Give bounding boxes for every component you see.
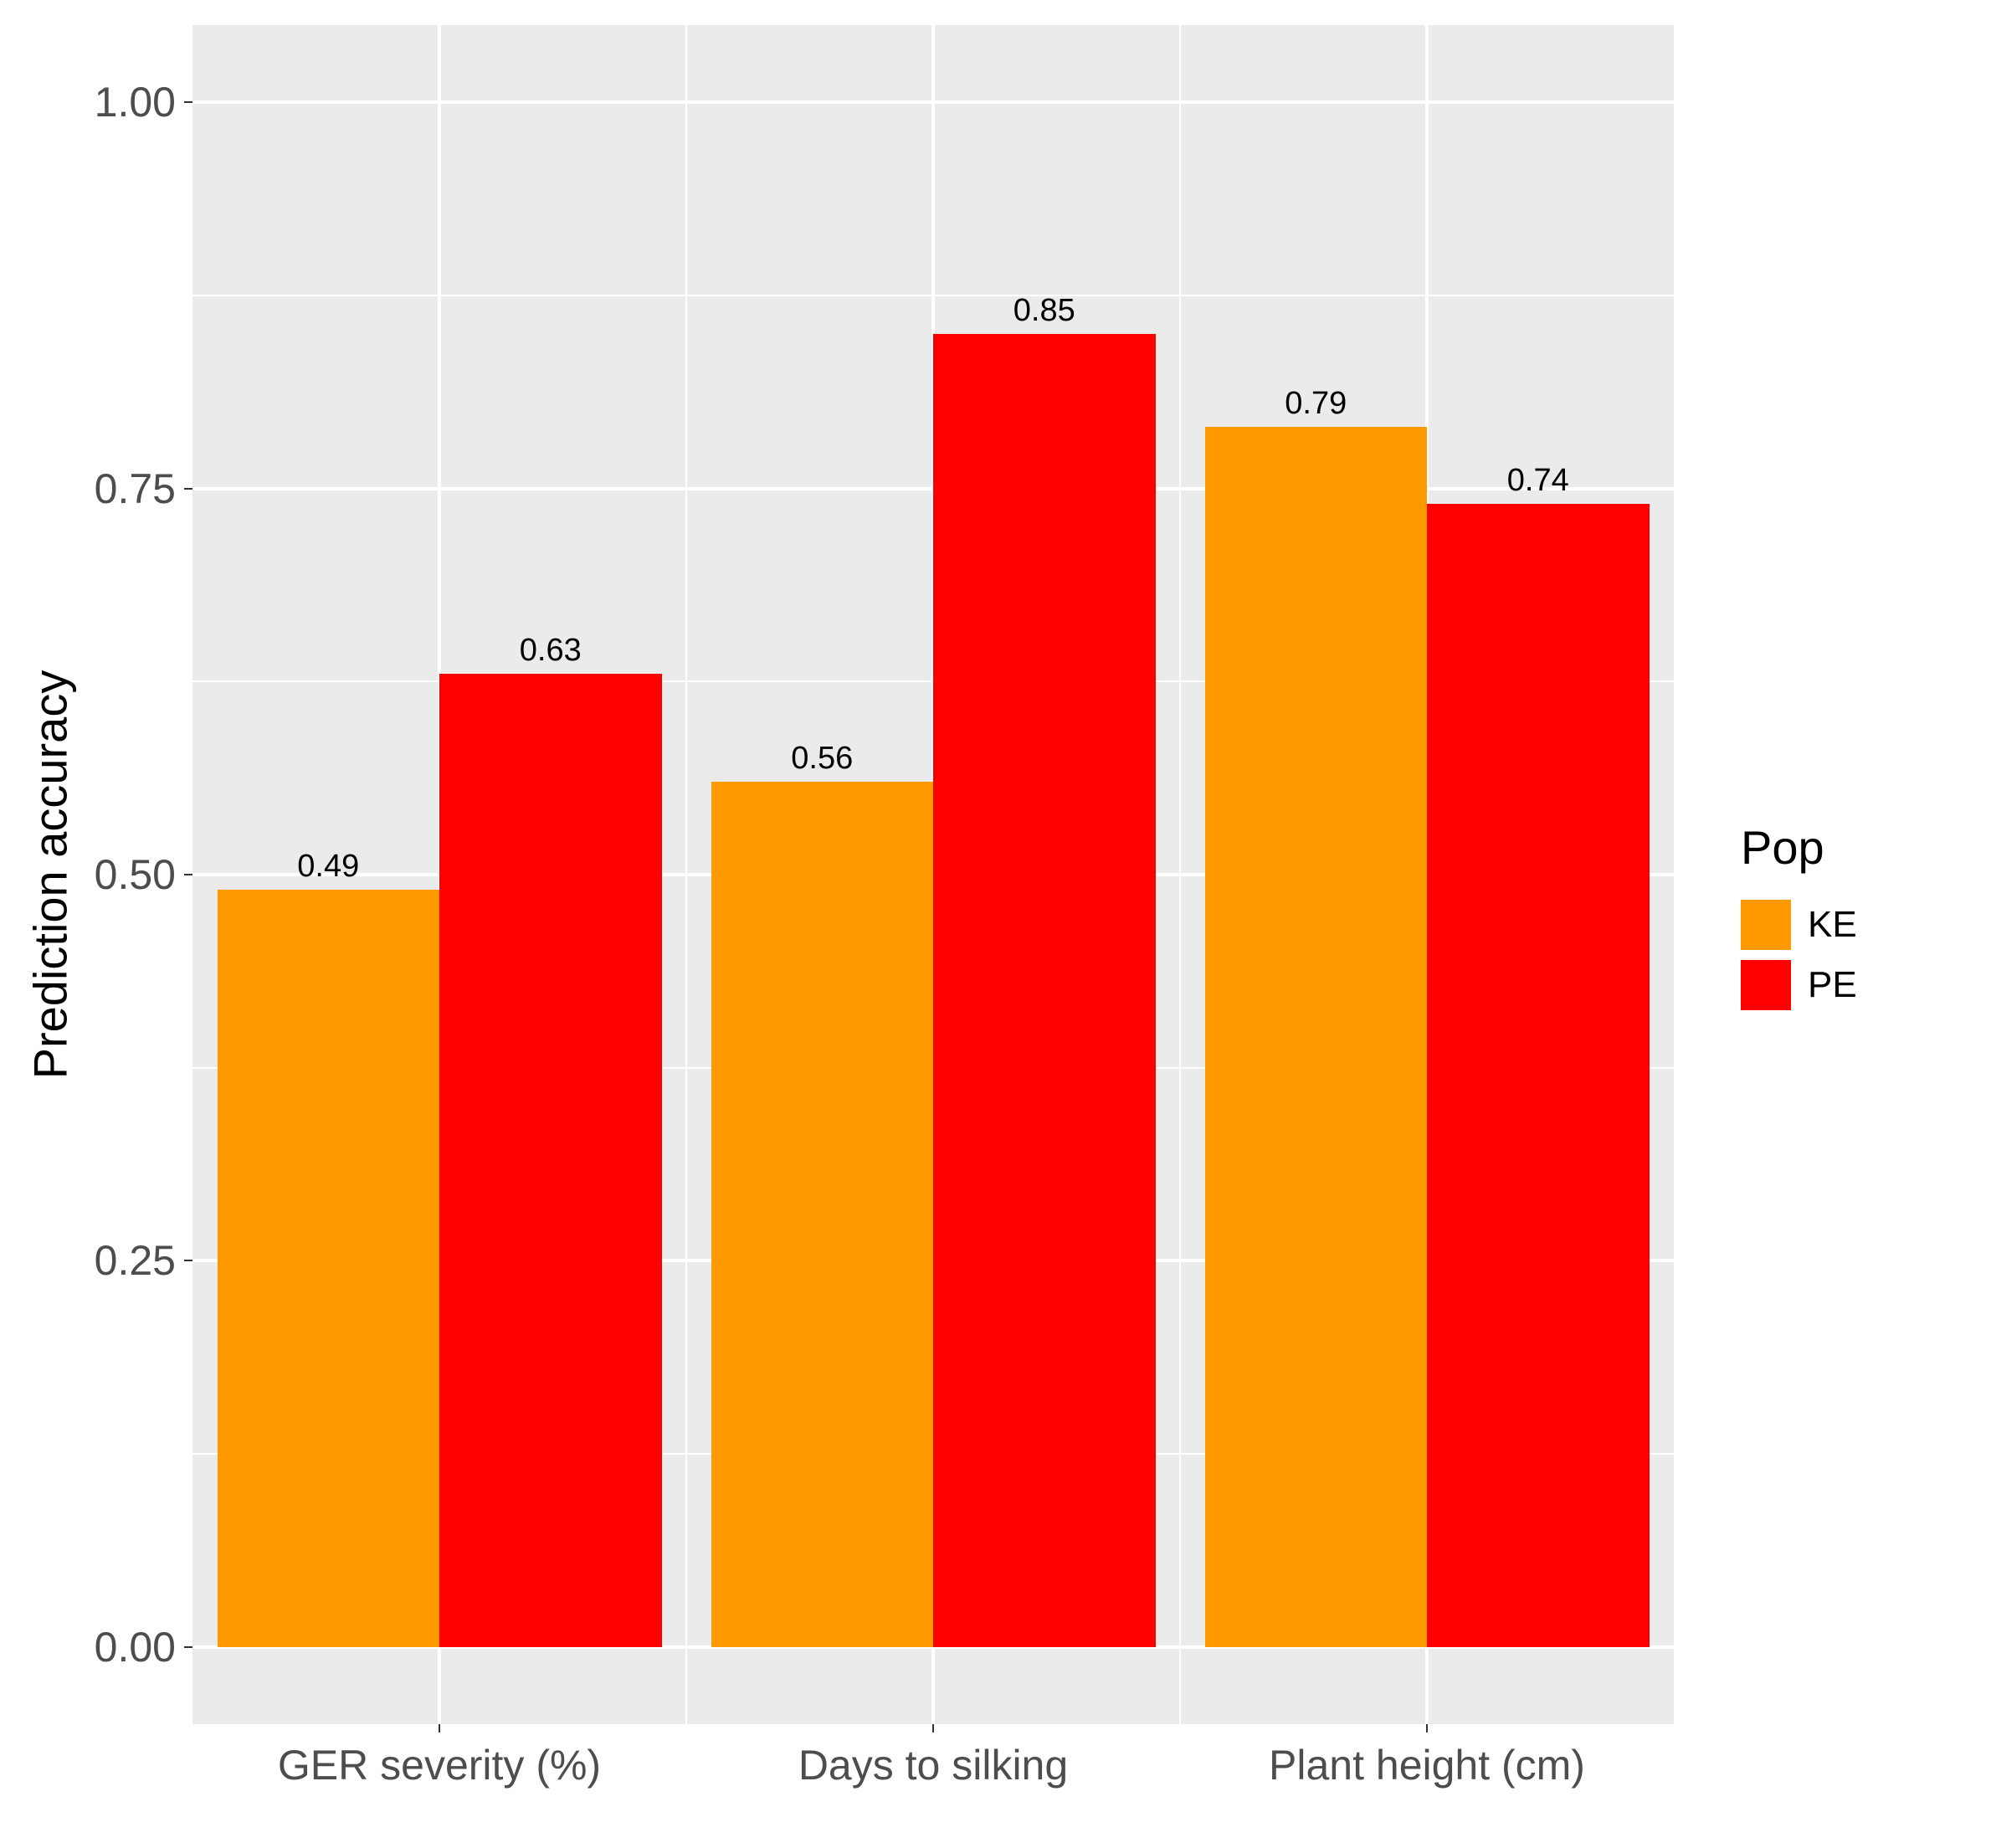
legend-label: PE xyxy=(1808,964,1857,1006)
x-tick-label: GER severity (%) xyxy=(278,1724,601,1789)
legend-title: Pop xyxy=(1741,820,1857,875)
grid-minor-v xyxy=(685,25,687,1724)
legend-key xyxy=(1741,900,1791,950)
y-tick-mark xyxy=(184,1260,192,1261)
chart-stage: 0.00 0.25 0.50 0.75 1.00 GER severity (%) Days… xyxy=(0,0,1991,1848)
bar-value-label: 0.74 xyxy=(1507,463,1569,499)
legend-item: PE xyxy=(1741,960,1857,1010)
bar-value-label: 0.63 xyxy=(520,633,582,669)
bar xyxy=(933,334,1156,1647)
bar xyxy=(1427,504,1650,1647)
plot-panel: 0.000.250.500.751.00GER severity (%)Days… xyxy=(192,25,1674,1724)
legend-items: KE PE xyxy=(1741,900,1857,1010)
y-tick-label: 0.75 xyxy=(95,465,192,513)
bar xyxy=(1205,427,1428,1647)
y-tick-mark xyxy=(184,874,192,875)
y-tick-label: 1.00 xyxy=(95,78,192,126)
x-tick-label: Plant height (cm) xyxy=(1269,1724,1585,1789)
x-tick-mark xyxy=(439,1724,440,1732)
x-tick-mark xyxy=(932,1724,934,1732)
legend: Pop KE PE xyxy=(1741,820,1857,1020)
x-tick-label: Days to silking xyxy=(798,1724,1068,1789)
y-axis-label: Prediction accuracy xyxy=(23,670,78,1080)
bar xyxy=(218,890,440,1646)
bar-value-label: 0.85 xyxy=(1013,293,1075,329)
bar-value-label: 0.79 xyxy=(1285,386,1347,422)
y-tick-mark xyxy=(184,101,192,103)
grid-minor-v xyxy=(1179,25,1181,1724)
y-tick-mark xyxy=(184,1646,192,1648)
bar xyxy=(711,782,934,1646)
legend-key xyxy=(1741,960,1791,1010)
y-tick-mark xyxy=(184,488,192,490)
bar xyxy=(439,674,662,1647)
bar-value-label: 0.49 xyxy=(297,849,359,885)
bar-value-label: 0.56 xyxy=(791,741,853,777)
y-tick-label: 0.50 xyxy=(95,850,192,899)
y-tick-label: 0.00 xyxy=(95,1623,192,1671)
legend-item: KE xyxy=(1741,900,1857,950)
x-tick-mark xyxy=(1426,1724,1428,1732)
y-tick-label: 0.25 xyxy=(95,1236,192,1285)
legend-label: KE xyxy=(1808,904,1857,946)
